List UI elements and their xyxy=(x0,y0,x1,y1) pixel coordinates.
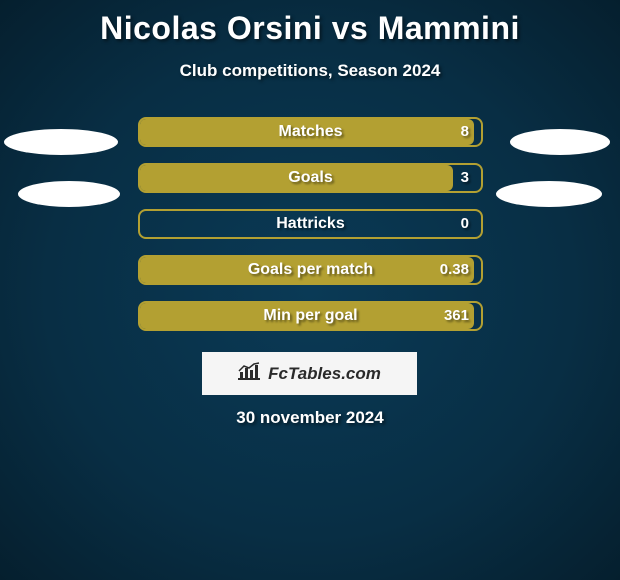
stat-value: 361 xyxy=(444,301,469,331)
page-subtitle: Club competitions, Season 2024 xyxy=(0,61,620,81)
stat-row: Hattricks0 xyxy=(138,209,483,239)
stat-row: Matches8 xyxy=(138,117,483,147)
watermark-text: FcTables.com xyxy=(268,364,381,384)
player-left-ellipse-2 xyxy=(18,181,120,207)
chart-icon xyxy=(238,362,260,385)
stat-row: Goals per match0.38 xyxy=(138,255,483,285)
player-left-ellipse-1 xyxy=(4,129,118,155)
stat-row: Goals3 xyxy=(138,163,483,193)
player-right-ellipse-1 xyxy=(510,129,610,155)
page-title: Nicolas Orsini vs Mammini xyxy=(0,10,620,47)
stat-label: Min per goal xyxy=(138,301,483,331)
stats-area: Matches8Goals3Hattricks0Goals per match0… xyxy=(0,117,620,347)
stat-label: Goals xyxy=(138,163,483,193)
stat-label: Hattricks xyxy=(138,209,483,239)
stat-bars: Matches8Goals3Hattricks0Goals per match0… xyxy=(138,117,483,347)
player-right-ellipse-2 xyxy=(496,181,602,207)
snapshot-date: 30 november 2024 xyxy=(0,408,620,428)
stat-value: 8 xyxy=(461,117,469,147)
watermark: FcTables.com xyxy=(202,352,417,395)
stat-row: Min per goal361 xyxy=(138,301,483,331)
stat-label: Goals per match xyxy=(138,255,483,285)
stat-label: Matches xyxy=(138,117,483,147)
comparison-card: Nicolas Orsini vs Mammini Club competiti… xyxy=(0,0,620,580)
stat-value: 0 xyxy=(461,209,469,239)
stat-value: 0.38 xyxy=(440,255,469,285)
stat-value: 3 xyxy=(461,163,469,193)
